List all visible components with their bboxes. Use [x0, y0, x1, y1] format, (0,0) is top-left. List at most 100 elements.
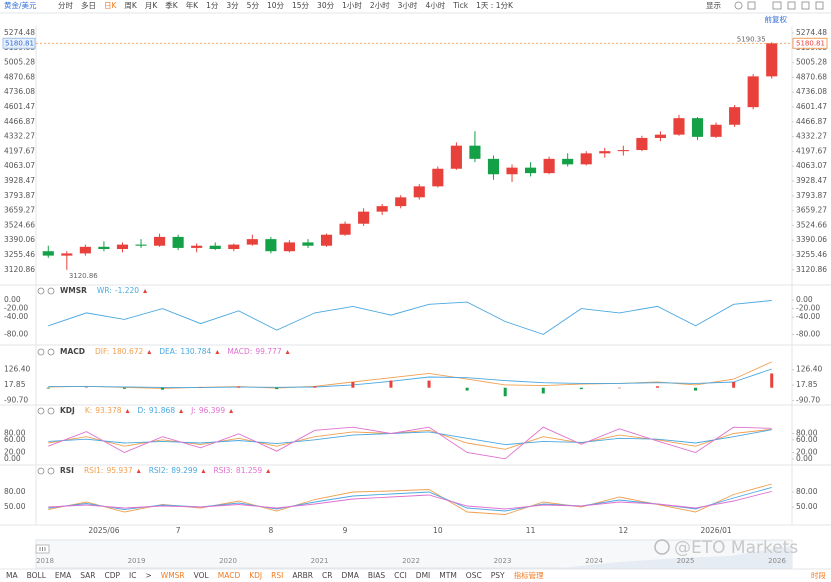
period-tab[interactable]: 4小时	[425, 0, 445, 10]
pane-settings-icon[interactable]	[37, 287, 45, 295]
settings-icon[interactable]	[734, 1, 743, 10]
pane-settings-icon[interactable]	[37, 348, 45, 356]
indicator-tab[interactable]: BOLL	[27, 571, 47, 580]
navigator-toggle[interactable]	[35, 544, 50, 554]
period-tab[interactable]: 1小时	[342, 0, 362, 10]
candle-body	[580, 153, 592, 165]
candle-body	[376, 206, 388, 212]
pane-close-icon[interactable]	[47, 467, 55, 475]
layout-icon[interactable]	[747, 1, 756, 10]
y-tick-label-right: 60.00	[796, 435, 818, 444]
y-tick-label-left: 3659.27	[4, 206, 35, 215]
period-tab[interactable]: 15分	[292, 1, 310, 10]
period-tab[interactable]: 月K	[145, 1, 158, 10]
y-tick-label-left: 4466.87	[4, 117, 35, 126]
indicator-tab[interactable]: SAR	[80, 571, 95, 580]
high-annotation: 5190.35	[737, 35, 766, 43]
camera-icon[interactable]	[772, 1, 782, 10]
indicator-tab[interactable]: EMA	[55, 571, 72, 580]
pane-title: WMSR	[60, 286, 87, 295]
period-button[interactable]: 时段	[811, 570, 826, 580]
indicator-tab[interactable]: >	[145, 571, 151, 580]
period-tab[interactable]: 1天 : 1分K	[476, 1, 514, 10]
x-tick-label: 2025/06	[88, 526, 119, 535]
fullscreen-icon[interactable]	[787, 1, 796, 10]
pane-settings-icon[interactable]	[37, 467, 45, 475]
candle-body	[636, 137, 648, 151]
candle-body	[283, 242, 295, 252]
y-tick-label-right: 4870.68	[796, 72, 827, 81]
legend-marker	[201, 469, 206, 473]
histogram-bar	[617, 387, 621, 389]
symbol-name[interactable]: 黄金/美元	[4, 0, 37, 10]
indicator-tab[interactable]: CR	[322, 571, 332, 580]
indicator-tab[interactable]: IC	[129, 571, 136, 580]
candle-body	[172, 236, 184, 248]
legend-value: 91.868	[149, 406, 175, 415]
period-tab[interactable]: 2小时	[370, 0, 390, 10]
pane-settings-icon[interactable]	[37, 407, 45, 415]
period-tab[interactable]: 周K	[124, 1, 137, 10]
legend-marker	[285, 350, 290, 354]
period-tab[interactable]: 10分	[267, 1, 285, 10]
expand-icon[interactable]	[801, 1, 810, 10]
indicator-tab[interactable]: BIAS	[368, 571, 385, 580]
pane-close-icon[interactable]	[47, 407, 55, 415]
indicator-tab[interactable]: CDP	[104, 571, 120, 580]
legend-value: 95.937	[106, 466, 132, 475]
period-tab[interactable]: 多日	[81, 0, 96, 10]
indicator-tab[interactable]: CCI	[394, 571, 407, 580]
period-tab[interactable]: 5分	[247, 1, 260, 10]
indicator-tab[interactable]: RSI	[271, 571, 283, 580]
legend-value: 130.784	[180, 347, 211, 356]
indicator-tab[interactable]: ARBR	[292, 571, 313, 580]
candle-body	[469, 145, 481, 159]
display-menu[interactable]: 显示	[706, 1, 721, 10]
histogram-bar	[770, 373, 774, 388]
pane-close-icon[interactable]	[47, 348, 55, 356]
indicator-tab[interactable]: MACD	[218, 571, 241, 580]
close-icon[interactable]	[815, 1, 824, 10]
indicator-tab[interactable]: DMA	[341, 571, 359, 580]
indicator-tab[interactable]: MTM	[439, 571, 457, 580]
y-tick-label-left: -90.70	[4, 396, 28, 405]
indicator-tab[interactable]: WMSR	[161, 571, 185, 580]
indicator-tab[interactable]: PSY	[491, 571, 505, 580]
y-tick-label-left: 20.00	[4, 448, 26, 457]
legend-name: RSI3:	[213, 466, 232, 475]
legend-name: RSI2:	[149, 466, 168, 475]
toggle-lines	[39, 547, 46, 551]
y-tick-label-left: 4197.67	[4, 146, 35, 155]
y-tick-label-left: 5005.28	[4, 58, 35, 67]
y-tick-label-left: 80.00	[4, 429, 26, 438]
period-tab[interactable]: 3小时	[398, 0, 418, 10]
price-tag-left	[2, 37, 36, 49]
y-tick-label-right: -80.00	[796, 329, 820, 338]
candle-body	[61, 253, 73, 256]
period-tab[interactable]: 日K	[104, 1, 117, 10]
period-tab[interactable]: Tick	[452, 1, 469, 10]
period-tab[interactable]: 30分	[317, 1, 335, 10]
indicator-tab[interactable]: 指标管理	[514, 570, 544, 580]
indicator-tab[interactable]: VOL	[194, 571, 210, 580]
navigator-year: 2024	[585, 557, 603, 565]
histogram-bar	[46, 387, 50, 389]
candle-body	[432, 168, 444, 187]
adjust-mode[interactable]: 前复权	[765, 14, 788, 24]
period-tab[interactable]: 分时	[58, 0, 73, 10]
candle-body	[191, 245, 203, 248]
period-tab[interactable]: 季K	[165, 0, 178, 10]
pane-close-icon[interactable]	[47, 287, 55, 295]
histogram-bar	[503, 387, 507, 397]
indicator-tab[interactable]: OSC	[466, 571, 482, 580]
legend-name: MACD:	[227, 347, 252, 356]
period-tab[interactable]: 3分	[226, 1, 239, 10]
indicator-tab[interactable]: DMI	[416, 571, 430, 580]
indicator-tab[interactable]: MA	[6, 571, 18, 580]
period-tab[interactable]: 年K	[186, 0, 199, 10]
indicator-tab[interactable]: KDJ	[249, 571, 262, 580]
y-tick-label-left: -20.00	[4, 304, 28, 313]
period-tab[interactable]: 1分	[206, 1, 219, 10]
